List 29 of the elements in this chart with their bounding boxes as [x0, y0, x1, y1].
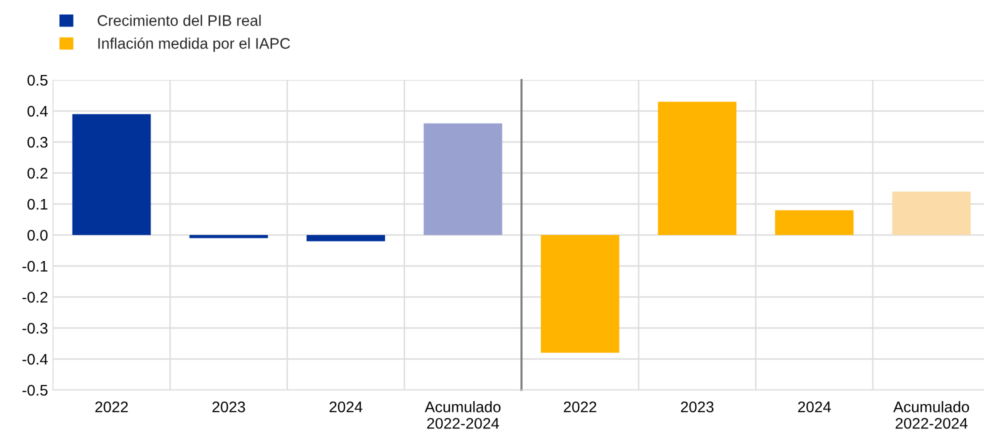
bar [775, 210, 854, 235]
bar [424, 123, 502, 235]
bar [892, 192, 971, 235]
legend-label: Crecimiento del PIB real [98, 14, 261, 26]
x-tick-label: 2022 [564, 402, 596, 412]
x-tick-label: Acumulado 2022-2024 [424, 401, 501, 429]
y-tick-label: -0.3 [22, 322, 48, 334]
y-tick-label: 0.4 [28, 106, 48, 117]
x-tick-label: 2022 [95, 402, 128, 412]
y-tick-label: 0.0 [28, 230, 48, 241]
legend-label: Inflación medida por el IAPC [98, 37, 290, 52]
x-tick-label: Acumulado 2022-2024 [893, 401, 970, 429]
x-tick-label: 2024 [330, 402, 362, 412]
bar [189, 235, 268, 238]
bar [658, 102, 736, 235]
y-tick-label: 0.3 [28, 136, 48, 148]
bar [306, 235, 386, 242]
x-tick-label: 2023 [680, 402, 714, 412]
y-tick-label: 0.5 [28, 74, 48, 86]
x-tick-label: 2023 [212, 402, 246, 412]
y-tick-label: 0.1 [28, 198, 48, 210]
y-tick-label: -0.5 [22, 384, 48, 396]
y-tick-label: 0.2 [28, 168, 48, 179]
bar [72, 114, 151, 235]
x-tick-label: 2024 [798, 402, 831, 412]
bar [540, 235, 620, 353]
y-tick-label: -0.4 [22, 354, 48, 365]
y-tick-label: -0.2 [22, 292, 48, 303]
y-tick-label: -0.1 [22, 260, 48, 272]
